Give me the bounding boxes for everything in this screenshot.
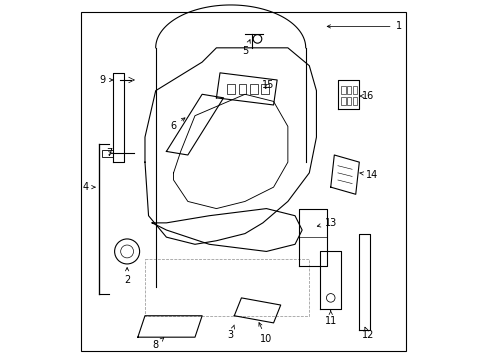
- Bar: [250, 84, 258, 94]
- Text: 8: 8: [152, 338, 164, 350]
- Bar: [342, 86, 346, 94]
- Text: 15: 15: [262, 80, 274, 90]
- Text: 6: 6: [171, 118, 185, 131]
- Bar: [262, 84, 270, 94]
- Text: 14: 14: [360, 170, 378, 180]
- Bar: [342, 97, 346, 105]
- Bar: [353, 97, 357, 105]
- Bar: [347, 86, 351, 94]
- Text: 4: 4: [83, 182, 95, 192]
- Text: 7: 7: [106, 148, 112, 158]
- Text: 1: 1: [327, 21, 402, 31]
- Text: 16: 16: [359, 91, 374, 101]
- Bar: [239, 84, 246, 94]
- Text: 11: 11: [324, 311, 337, 326]
- Bar: [347, 97, 351, 105]
- Text: 13: 13: [317, 218, 337, 228]
- Text: 9: 9: [99, 75, 113, 85]
- Text: 10: 10: [259, 323, 272, 344]
- Text: 2: 2: [124, 267, 130, 285]
- Bar: [353, 86, 357, 94]
- Text: 3: 3: [228, 325, 235, 341]
- Text: 5: 5: [242, 40, 250, 57]
- Bar: [227, 84, 235, 94]
- Bar: [102, 150, 113, 157]
- Text: 12: 12: [362, 327, 374, 341]
